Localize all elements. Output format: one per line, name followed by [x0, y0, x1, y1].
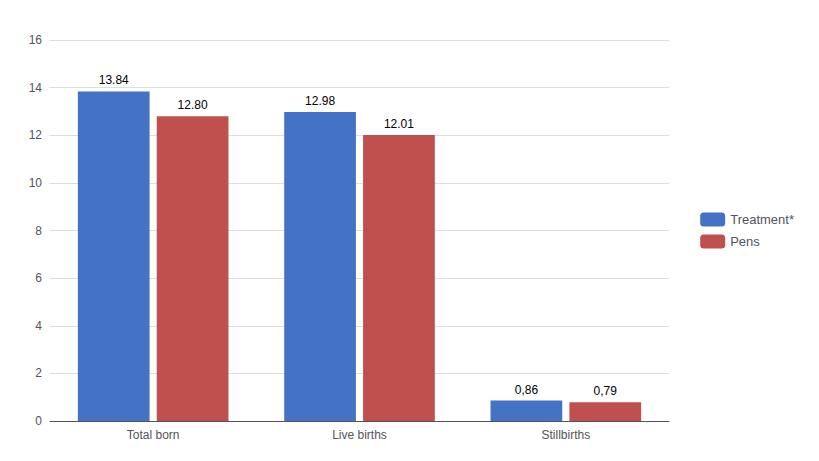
svg-text:4: 4 [35, 319, 42, 333]
svg-text:Total born: Total born [127, 428, 180, 442]
svg-text:12.80: 12.80 [178, 98, 208, 112]
svg-text:8: 8 [35, 224, 42, 238]
svg-text:Treatment*: Treatment* [730, 212, 794, 227]
svg-text:13.84: 13.84 [99, 73, 129, 87]
svg-text:Stillbirths: Stillbirths [541, 428, 590, 442]
svg-text:12: 12 [29, 128, 43, 142]
svg-text:Live births: Live births [332, 428, 387, 442]
svg-text:Pens: Pens [730, 234, 760, 249]
svg-text:6: 6 [35, 271, 42, 285]
svg-text:12.01: 12.01 [384, 117, 414, 131]
svg-text:0,86: 0,86 [515, 383, 539, 397]
svg-text:10: 10 [29, 176, 43, 190]
svg-text:14: 14 [29, 81, 43, 95]
svg-text:2: 2 [35, 366, 42, 380]
svg-text:12.98: 12.98 [305, 94, 335, 108]
svg-text:16: 16 [29, 33, 43, 47]
svg-text:0,79: 0,79 [594, 384, 618, 398]
svg-text:0: 0 [35, 414, 42, 428]
